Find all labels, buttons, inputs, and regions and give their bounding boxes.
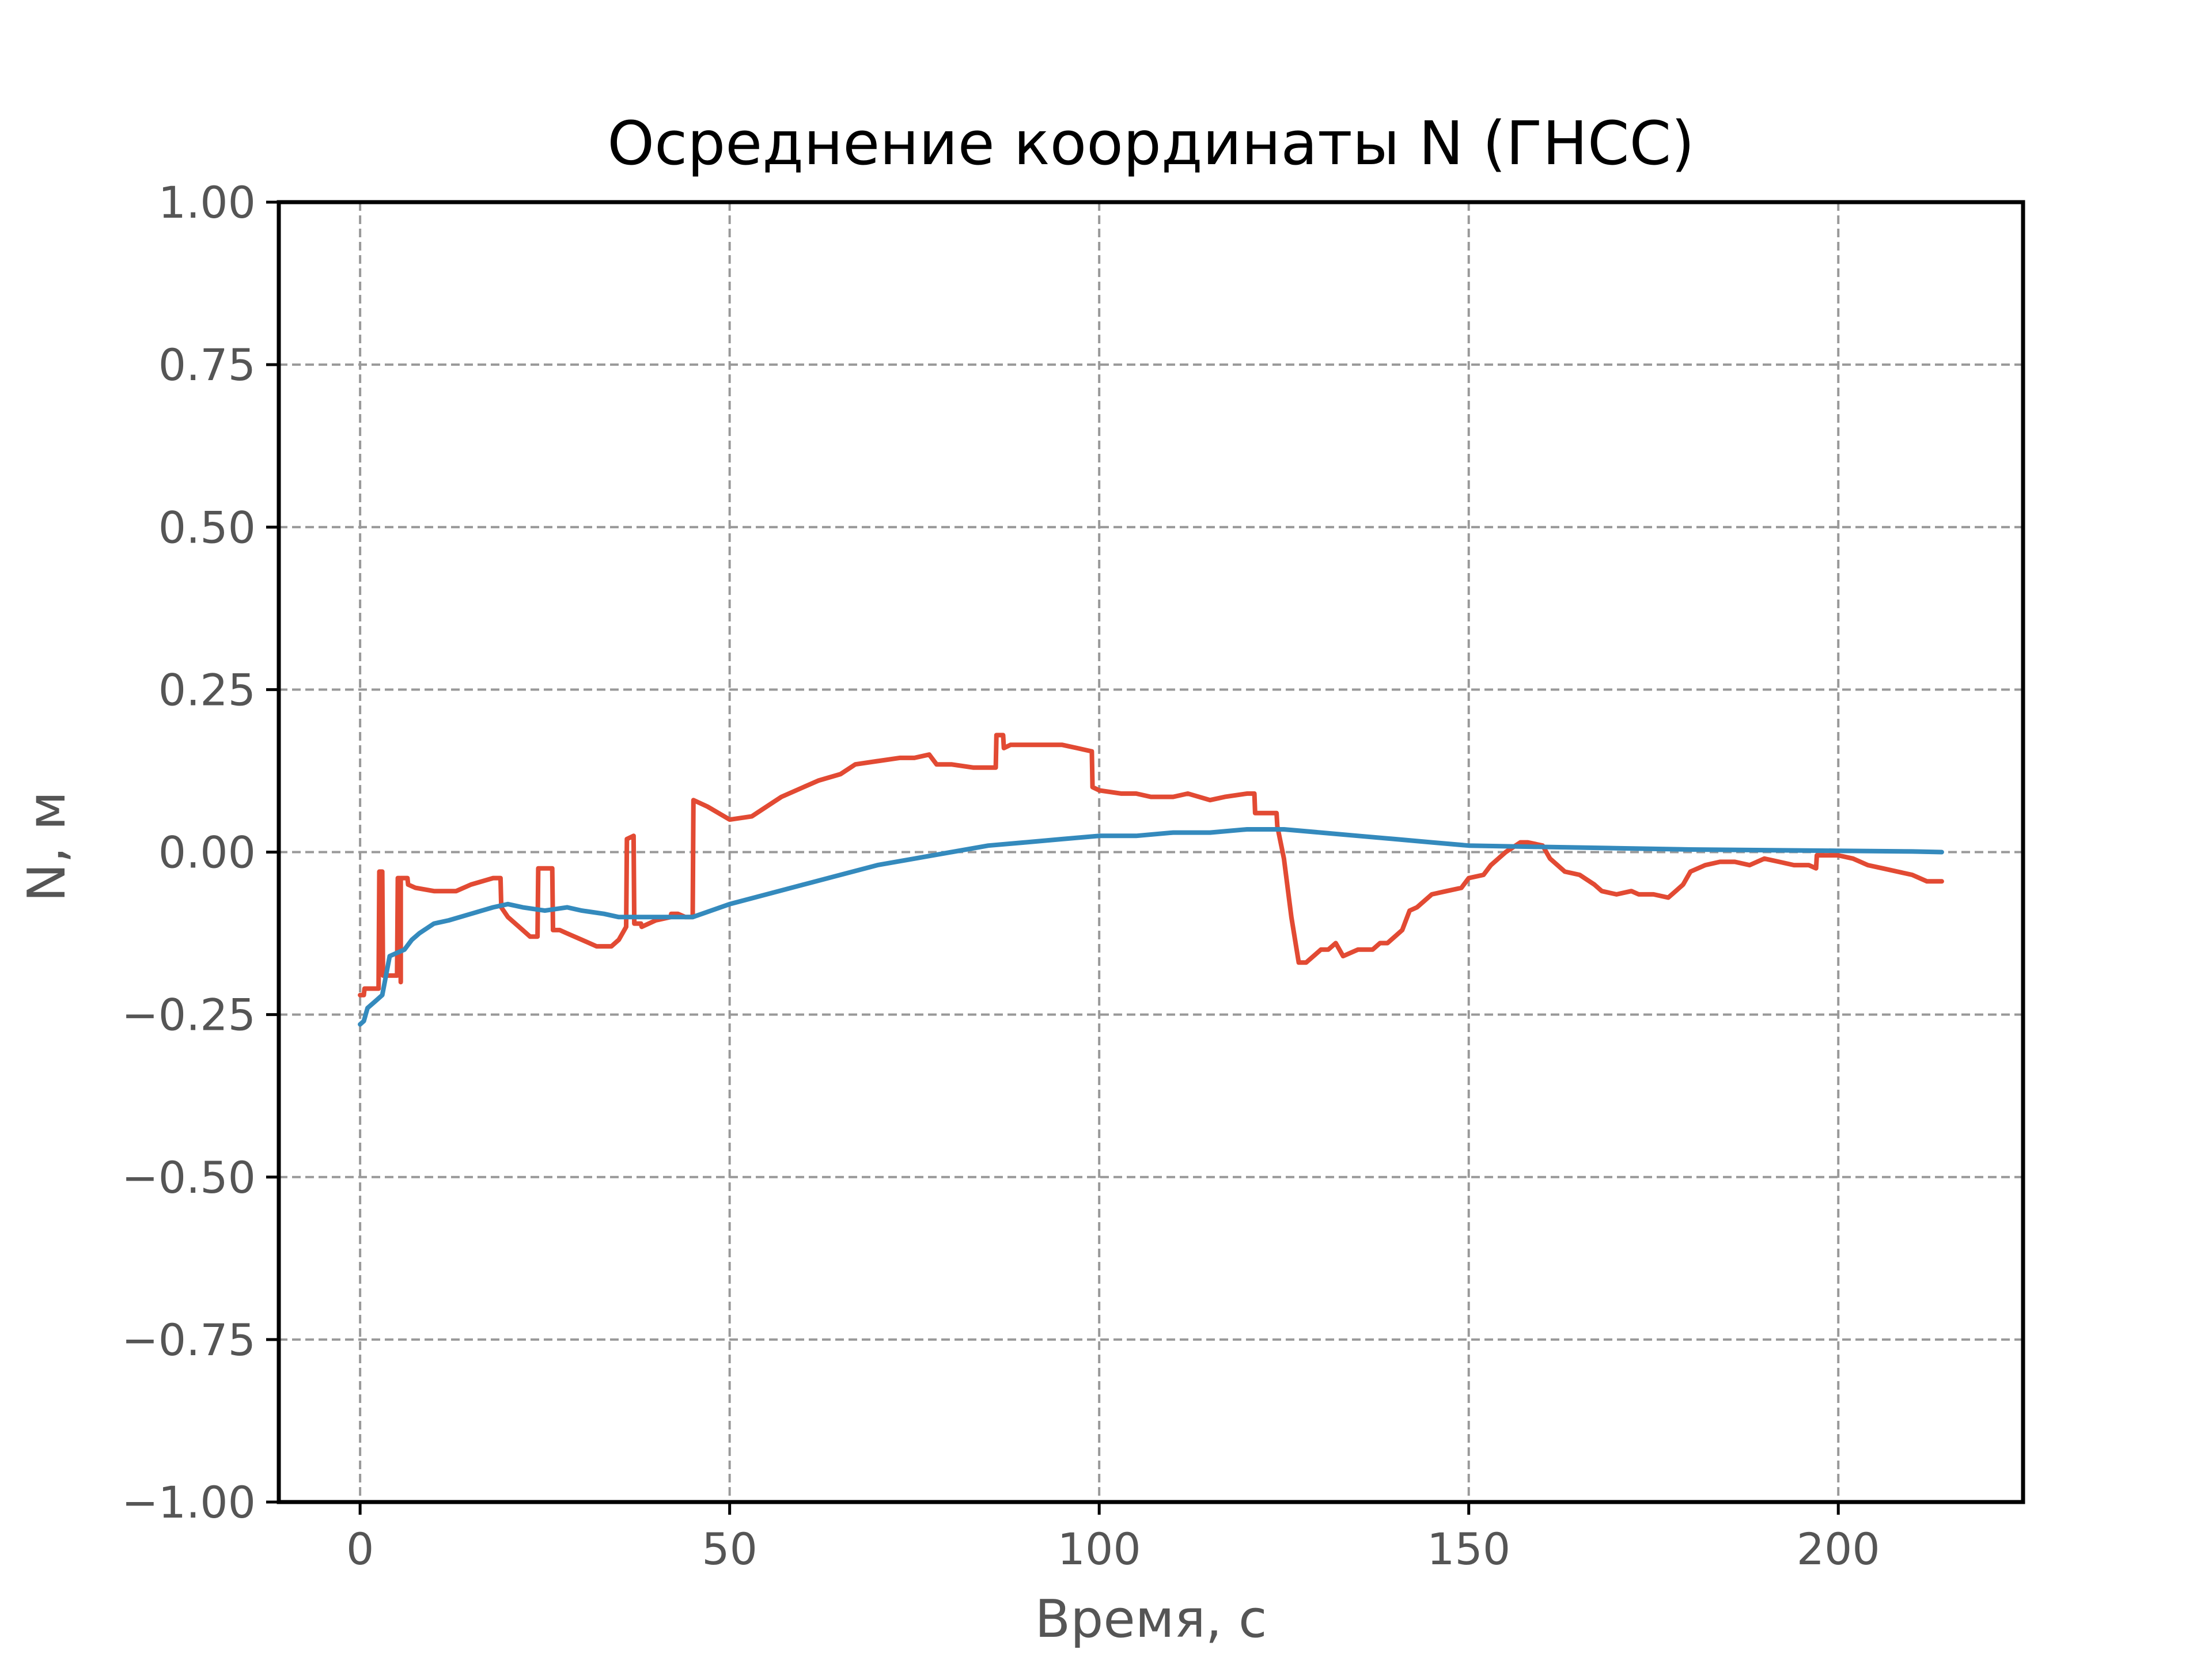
series-layer — [358, 733, 1944, 1027]
x-tick-label: 50 — [702, 1523, 757, 1575]
y-tick-label: 0.00 — [158, 827, 256, 878]
x-axis-label: Время, с — [1035, 1589, 1267, 1649]
x-tick-label: 150 — [1427, 1523, 1510, 1575]
y-tick-label: 0.75 — [158, 339, 256, 390]
x-tick-label: 200 — [1797, 1523, 1880, 1575]
y-tick-label: −1.00 — [122, 1477, 256, 1528]
y-tick-label: −0.25 — [122, 989, 256, 1041]
y-tick-label: −0.75 — [122, 1314, 256, 1366]
y-tick-label: 0.50 — [158, 502, 256, 553]
x-tick-label: 100 — [1058, 1523, 1141, 1575]
y-tick-label: 1.00 — [158, 177, 256, 228]
y-axis-label: N, м — [17, 791, 77, 902]
series-line-1 — [358, 733, 1944, 998]
y-tick-label: 0.25 — [158, 664, 256, 715]
series-line-2 — [358, 827, 1944, 1027]
ticks: 0 50 100 150 200 1.00 0.75 0.50 0.25 0.00 −0.25 −0.… — [122, 177, 1880, 1575]
chart-title: Осреднение координаты N (ГНСС) — [607, 108, 1695, 179]
y-tick-label: −0.50 — [122, 1152, 256, 1203]
x-tick-label: 0 — [346, 1523, 374, 1575]
